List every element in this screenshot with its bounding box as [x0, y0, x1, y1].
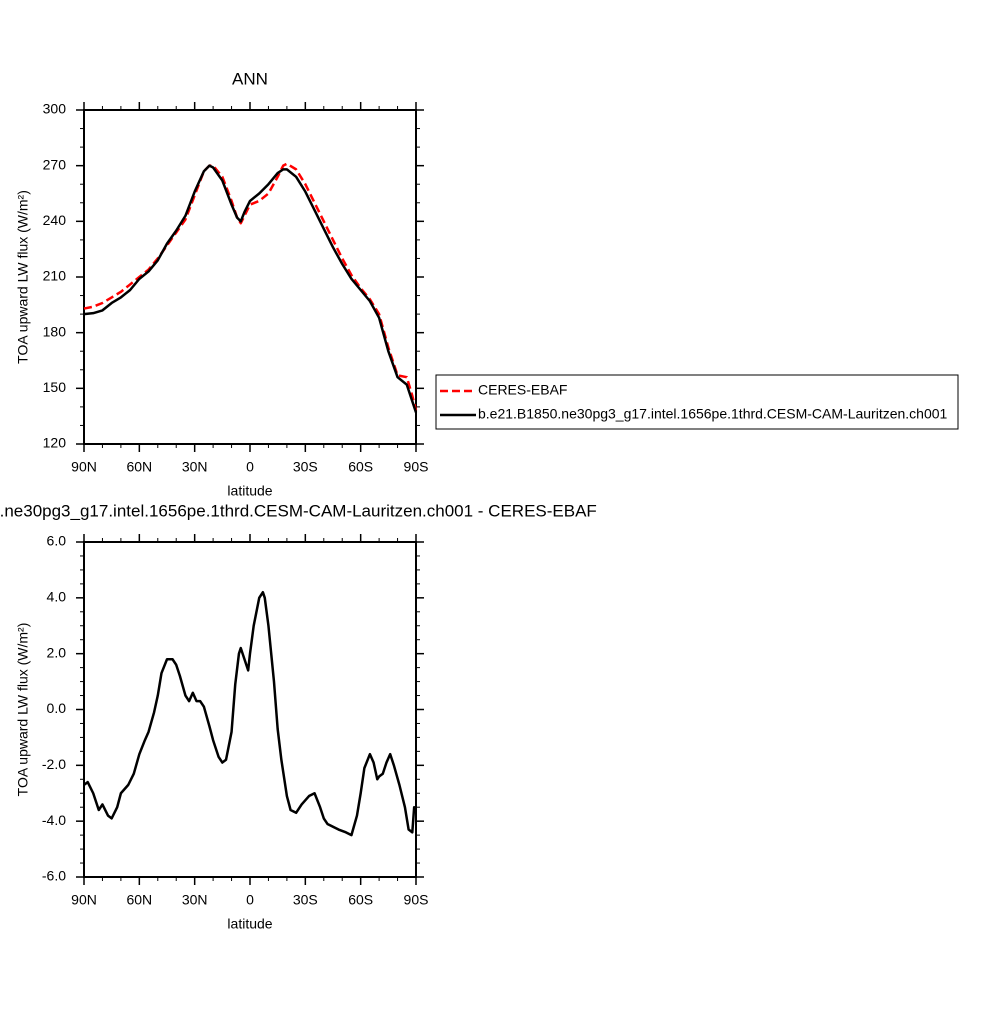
x-tick-label: 30S: [293, 892, 318, 908]
x-tick-label: 90S: [404, 459, 429, 475]
y-tick-label: 150: [43, 379, 67, 395]
data-line: [83, 591, 418, 837]
y-tick-label: -4.0: [42, 812, 66, 828]
x-tick-label: 90N: [71, 459, 97, 475]
y-tick-label: -6.0: [42, 868, 66, 884]
x-tick-label: 0: [246, 892, 254, 908]
plot-frame: [83, 109, 417, 445]
chart-title: ANN: [232, 69, 268, 88]
x-tick-label: 60N: [126, 892, 152, 908]
chart-title: b.e21.B1850.ne30pg3_g17.intel.1656pe.1th…: [0, 501, 597, 520]
y-tick-label: 2.0: [47, 644, 67, 660]
y-tick-label: 240: [43, 212, 67, 228]
plot-frame: [83, 541, 417, 878]
legend-label: CERES-EBAF: [478, 382, 567, 398]
data-line: [83, 164, 418, 413]
x-axis-label: latitude: [227, 483, 272, 499]
y-tick-label: 180: [43, 323, 67, 339]
y-tick-label: 210: [43, 268, 67, 284]
x-tick-label: 60S: [348, 892, 373, 908]
x-axis-label: latitude: [227, 916, 272, 932]
x-tick-label: 30N: [182, 892, 208, 908]
y-tick-label: -2.0: [42, 756, 66, 772]
y-tick-label: 4.0: [47, 589, 67, 605]
y-tick-label: 6.0: [47, 533, 67, 549]
y-tick-label: 270: [43, 156, 67, 172]
x-tick-label: 30N: [182, 459, 208, 475]
legend-label: b.e21.B1850.ne30pg3_g17.intel.1656pe.1th…: [478, 406, 948, 422]
x-tick-label: 90S: [404, 892, 429, 908]
y-axis-label: TOA upward LW flux (W/m²): [15, 623, 31, 797]
x-tick-label: 0: [246, 459, 254, 475]
x-tick-label: 90N: [71, 892, 97, 908]
y-tick-label: 0.0: [47, 700, 67, 716]
y-tick-label: 300: [43, 101, 67, 117]
x-tick-label: 30S: [293, 459, 318, 475]
y-tick-label: 120: [43, 435, 67, 451]
x-tick-label: 60S: [348, 459, 373, 475]
x-tick-label: 60N: [126, 459, 152, 475]
y-axis-label: TOA upward LW flux (W/m²): [15, 190, 31, 364]
legend-box: [435, 374, 959, 430]
